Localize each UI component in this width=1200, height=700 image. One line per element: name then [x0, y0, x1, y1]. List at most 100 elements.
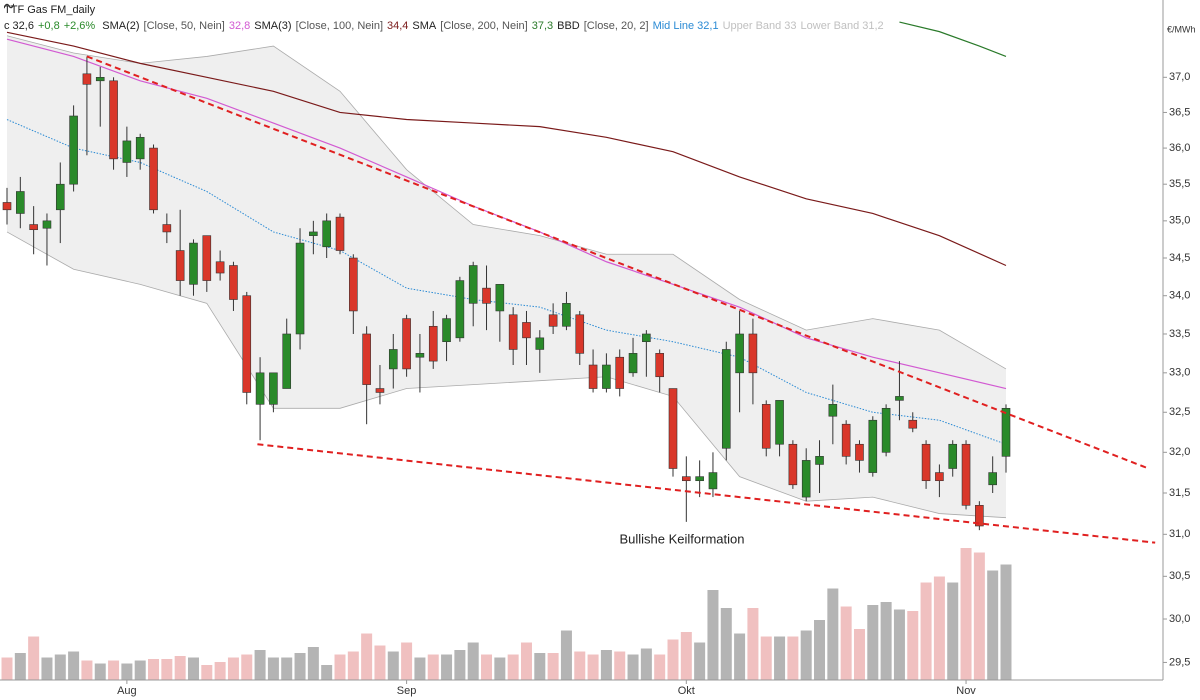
candle-body	[535, 337, 545, 350]
quote-change-pct: +2,6%	[63, 20, 96, 32]
candle-body	[642, 333, 651, 343]
band-value: 33	[784, 20, 797, 32]
band-name: Upper Band	[722, 20, 782, 32]
candle-body	[855, 443, 864, 461]
x-tick-label: Aug	[117, 685, 137, 697]
candle-body	[975, 505, 984, 527]
candle-body	[2, 202, 12, 211]
volume-bar	[774, 636, 786, 680]
candle-body	[948, 443, 958, 469]
candle-body	[815, 456, 824, 465]
candle-body	[655, 353, 664, 378]
volume-bar	[627, 654, 639, 680]
volume-bar	[467, 642, 479, 680]
trend-line	[257, 443, 1156, 544]
volume-bar	[720, 608, 732, 680]
candle-body	[282, 333, 292, 389]
volume-bar	[853, 629, 865, 680]
x-tick-label: Sep	[397, 685, 417, 697]
candle-body	[921, 443, 931, 482]
y-tick-label: 36,5	[1169, 106, 1190, 118]
y-tick-label: 30,0	[1169, 613, 1190, 625]
volume-bar	[41, 657, 53, 680]
volume-bar	[321, 665, 333, 680]
candle-body	[428, 325, 438, 362]
legend-params: [Close, 200, Nein]	[440, 20, 528, 32]
volume-bar	[454, 650, 466, 680]
band-value: 32,1	[697, 20, 719, 32]
volume-bar	[494, 657, 506, 680]
volume-bar	[307, 647, 319, 680]
legend-params: [Close, 50, Nein]	[143, 20, 225, 32]
legend-value: 32,8	[228, 20, 251, 32]
candle-body	[908, 419, 918, 429]
candle-body	[935, 472, 944, 482]
volume-bar	[654, 654, 666, 680]
candle-body	[988, 472, 997, 486]
candle-body	[575, 314, 585, 354]
volume-bar	[707, 590, 719, 680]
candle-body	[801, 460, 811, 498]
candle-body	[82, 73, 92, 85]
candle-body	[628, 353, 638, 374]
y-tick-label: 29,5	[1169, 656, 1190, 668]
volume-bar	[427, 654, 439, 680]
volume-bar	[161, 659, 173, 680]
candle-body	[175, 250, 185, 281]
candle-body	[255, 372, 265, 405]
volume-bar	[54, 654, 66, 680]
legend-value: 37,3	[531, 20, 554, 32]
candle-body	[322, 220, 331, 248]
volume-bar	[520, 642, 532, 680]
sma-line	[899, 21, 1007, 58]
candle-body	[109, 80, 118, 160]
candle-body	[202, 235, 212, 281]
band-value: 31,2	[862, 20, 884, 32]
y-tick-label: 31,5	[1169, 487, 1190, 499]
x-tick-label: Okt	[678, 685, 695, 697]
y-tick-label: 30,5	[1169, 570, 1190, 582]
volume-bar	[334, 654, 346, 680]
volume-bar	[600, 650, 612, 680]
plot	[1, 21, 1012, 680]
candle-body	[735, 333, 744, 374]
candle-body	[269, 372, 278, 405]
volume-bar	[28, 636, 40, 680]
candle-body	[362, 333, 371, 385]
y-tick-label: 36,0	[1169, 142, 1190, 154]
candle-body	[895, 396, 904, 401]
volume-bar	[734, 633, 746, 680]
volume-bar	[68, 651, 80, 680]
candle-body	[42, 220, 52, 229]
candle-body	[761, 404, 771, 449]
unit-label: €/MWh	[1167, 24, 1196, 34]
candle-body	[189, 242, 198, 285]
candle-body	[615, 356, 625, 389]
volume-bar	[174, 656, 186, 680]
chart-title: TTF Gas FM_daily	[4, 4, 96, 16]
volume-bar	[534, 653, 546, 680]
annotation: Bullishe Keilformation	[619, 531, 744, 546]
volume-bar	[933, 576, 945, 680]
candle-body	[335, 216, 345, 251]
candle-body	[495, 284, 505, 312]
volume-bar	[134, 660, 146, 680]
candle-body	[122, 140, 132, 163]
candle-body	[349, 257, 358, 312]
candle-body	[682, 476, 691, 482]
volume-bar	[747, 608, 759, 680]
candle-body	[135, 137, 145, 160]
candle-body	[1001, 407, 1011, 457]
volume-bar	[227, 657, 239, 680]
y-tick-label: 35,0	[1169, 215, 1190, 227]
legend-name: SMA(3)	[254, 20, 292, 32]
volume-bar	[121, 663, 133, 680]
volume-bar	[614, 651, 626, 680]
volume-bar	[787, 636, 799, 680]
volume-bar	[108, 660, 120, 680]
band-fill	[7, 35, 1006, 518]
volume-bar	[893, 609, 905, 680]
x-tick-label: Nov	[956, 685, 976, 697]
